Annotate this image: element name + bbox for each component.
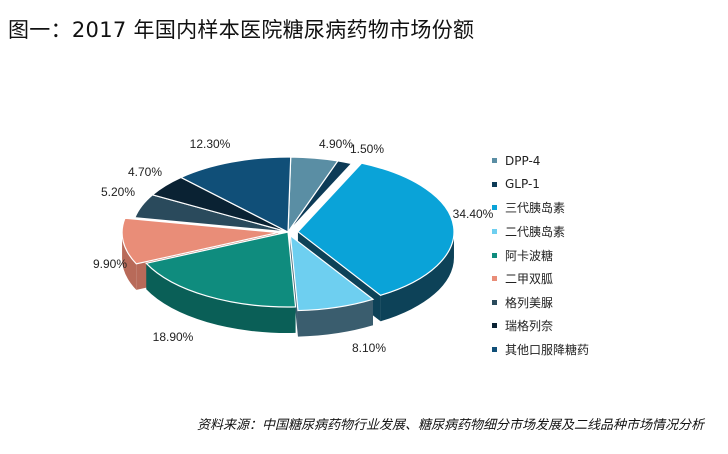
legend-swatch [492, 229, 497, 235]
slice-label-2: 34.40% [453, 207, 494, 221]
legend-label: DPP-4 [505, 153, 541, 168]
legend-label: 二代胰岛素 [505, 225, 566, 240]
pie-tops [121, 156, 455, 312]
pie-slice-4 [145, 231, 297, 308]
legend-item-5: 二甲双胍 [492, 267, 642, 291]
legend-item-8: 其他口服降糖药 [492, 338, 642, 362]
legend-label: 瑞格列奈 [505, 319, 554, 334]
pie-slice-2 [297, 162, 455, 296]
legend-swatch [492, 299, 497, 305]
slice-label-4: 18.90% [153, 330, 194, 344]
legend-label: 格列美脲 [505, 295, 554, 310]
pie-side-2 [380, 231, 454, 322]
slice-label-8: 12.30% [190, 137, 231, 151]
legend-label: 二甲双胍 [505, 272, 554, 287]
pie-slice-1 [287, 160, 353, 233]
legend-swatch [492, 347, 497, 353]
pie-side-4 [146, 263, 296, 333]
pie-slice-8 [179, 156, 292, 233]
legend-label: 阿卡波糖 [505, 248, 554, 263]
legend-item-1: GLP-1 [492, 173, 642, 197]
slice-label-5: 9.90% [93, 257, 127, 271]
legend-swatch [492, 276, 497, 282]
legend-swatch [492, 205, 497, 211]
slice-label-1: 1.50% [350, 142, 384, 156]
legend: DPP-4 GLP-1 三代胰岛素二代胰岛素阿卡波糖二甲双胍格列美脲瑞格列奈其他口服… [492, 149, 642, 361]
legend-item-0: DPP-4 [492, 149, 642, 173]
slice-label-0: 4.90% [319, 137, 353, 151]
legend-label: 其他口服降糖药 [505, 343, 590, 358]
legend-item-4: 阿卡波糖 [492, 243, 642, 267]
legend-swatch [492, 158, 497, 164]
legend-label: GLP-1 [505, 177, 540, 192]
slice-label-3: 8.10% [352, 341, 386, 355]
slice-label-6: 5.20% [101, 185, 135, 199]
legend-label: 三代胰岛素 [505, 201, 566, 216]
pie-side-3 [297, 299, 373, 337]
legend-item-7: 瑞格列奈 [492, 314, 642, 338]
legend-swatch [492, 252, 497, 258]
pie-labels: 4.90%1.50% 34.40% 8.10% 18.90% 9.90% 5.20% 4.7… [93, 137, 494, 355]
pie-side-5 [122, 232, 137, 290]
pie-slice-3 [289, 234, 375, 312]
slice-label-7: 4.70% [128, 165, 162, 179]
legend-item-6: 格列美脲 [492, 291, 642, 315]
legend-item-3: 二代胰岛素 [492, 220, 642, 244]
chart-title: 图一：2017 年国内样本医院糖尿病药物市场份额 [8, 18, 475, 42]
legend-swatch [492, 181, 497, 187]
legend-swatch [492, 323, 497, 329]
pie-slice-5 [121, 217, 279, 265]
source-note: 资料来源：中国糖尿病药物行业发展、糖尿病药物细分市场发展及二线品种市场情况分析 [196, 418, 704, 433]
legend-item-2: 三代胰岛素 [492, 196, 642, 220]
